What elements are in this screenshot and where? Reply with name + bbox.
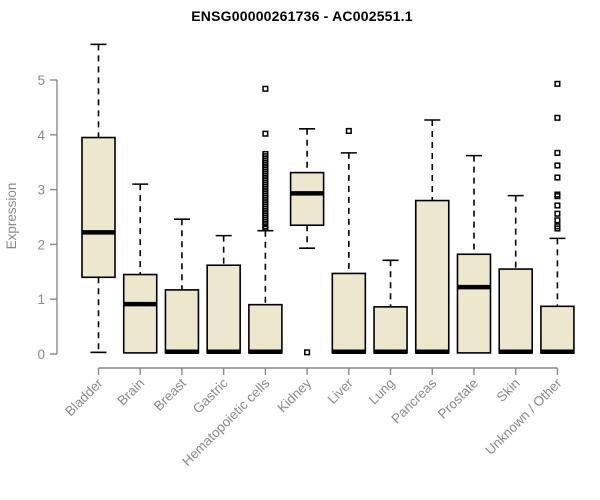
box-unknown-other-outlier xyxy=(554,162,561,169)
box-unknown-other-outlier xyxy=(554,174,561,181)
x-tick-label-unknown-other: Unknown / Other xyxy=(482,375,565,458)
y-tick-label: 0 xyxy=(37,347,45,362)
box-breast xyxy=(164,289,200,354)
box-hematopoietic-cells-outlier xyxy=(262,85,269,92)
x-tick-label-lung: Lung xyxy=(366,376,398,408)
y-tick-label: 5 xyxy=(37,73,45,88)
box-kidney-outlier xyxy=(304,349,311,356)
box-unknown-other xyxy=(540,305,575,354)
box-hematopoietic-cells-outlier xyxy=(262,224,269,232)
y-tick-label: 3 xyxy=(37,183,45,198)
box-gastric xyxy=(206,264,241,354)
box-unknown-other-outlier xyxy=(554,80,561,87)
x-tick-label-pancreas: Pancreas xyxy=(388,375,439,426)
x-tick-label-gastric: Gastric xyxy=(190,375,231,416)
y-tick-label: 1 xyxy=(37,292,45,307)
x-tick-label-brain: Brain xyxy=(114,376,147,409)
box-lung xyxy=(373,306,408,354)
box-liver-outlier xyxy=(345,127,352,135)
box-pancreas xyxy=(414,199,450,354)
box-hematopoietic-cells xyxy=(248,303,283,354)
box-unknown-other-outlier xyxy=(554,149,561,156)
y-tick-label: 2 xyxy=(37,237,45,252)
box-unknown-other-outlier xyxy=(554,210,561,217)
x-tick-label-prostate: Prostate xyxy=(435,376,481,422)
box-kidney xyxy=(289,171,325,227)
box-liver xyxy=(331,272,367,354)
box-skin xyxy=(498,268,534,354)
y-tick-label: 4 xyxy=(37,128,45,143)
x-tick-label-bladder: Bladder xyxy=(62,375,106,419)
box-bladder xyxy=(81,136,116,279)
x-tick-label-breast: Breast xyxy=(151,375,189,413)
x-tick-label-liver: Liver xyxy=(325,375,357,407)
x-tick-label-kidney: Kidney xyxy=(274,375,314,415)
box-brain xyxy=(122,273,158,354)
box-unknown-other-outlier xyxy=(554,202,561,209)
box-unknown-other-outlier xyxy=(554,193,561,200)
box-unknown-other-outlier xyxy=(554,225,561,232)
box-unknown-other-outlier xyxy=(554,217,561,224)
x-tick-label-skin: Skin xyxy=(494,376,523,405)
box-unknown-other-outlier xyxy=(554,114,561,121)
y-axis-title: Expression xyxy=(4,183,19,250)
box-hematopoietic-cells-outlier xyxy=(262,130,269,137)
chart-title: ENSG00000261736 - AC002551.1 xyxy=(191,8,413,24)
box-prostate xyxy=(456,253,492,354)
